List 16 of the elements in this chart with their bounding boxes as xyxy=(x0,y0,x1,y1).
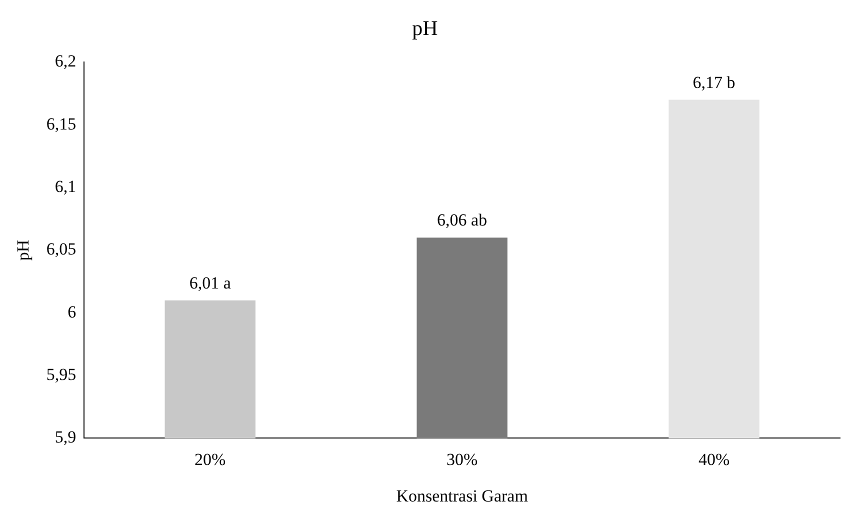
y-axis-title: pH xyxy=(14,240,33,261)
y-tick-label: 6,15 xyxy=(46,114,76,134)
y-tick-label: 6,1 xyxy=(54,177,76,196)
data-label: 6,17 b xyxy=(692,72,736,92)
x-axis-title: Konsentrasi Garam xyxy=(396,486,528,506)
data-label: 6,01 a xyxy=(189,273,232,292)
x-tick-label: 30% xyxy=(446,450,478,469)
y-tick-label: 5,9 xyxy=(54,428,76,447)
x-tick-label: 20% xyxy=(194,450,226,469)
y-tick-label: 6,2 xyxy=(54,52,76,71)
y-tick-label: 6 xyxy=(68,302,76,322)
x-tick-label: 40% xyxy=(698,450,730,469)
data-label: 6,06 ab xyxy=(437,210,488,230)
chart-title: pH xyxy=(412,16,438,40)
y-tick-label: 6,05 xyxy=(46,240,76,259)
y-tick-label: 5,95 xyxy=(46,365,76,384)
